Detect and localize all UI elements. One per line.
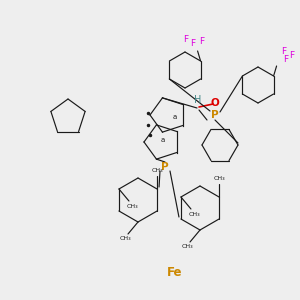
Text: F: F: [190, 38, 195, 47]
Text: P: P: [161, 162, 169, 172]
Text: F: F: [199, 37, 204, 46]
Text: Fe: Fe: [167, 266, 183, 278]
Text: F: F: [289, 52, 294, 61]
Text: O: O: [211, 98, 219, 108]
Text: CH₃: CH₃: [126, 203, 138, 208]
Text: P: P: [211, 110, 219, 120]
Text: CH₃: CH₃: [213, 176, 225, 181]
Text: F: F: [283, 56, 288, 64]
Text: F: F: [183, 34, 188, 43]
Text: a: a: [161, 137, 165, 143]
Text: CH₃: CH₃: [119, 236, 131, 242]
Text: H: H: [194, 95, 202, 105]
Text: a: a: [173, 114, 177, 120]
Text: CH₃: CH₃: [151, 169, 163, 173]
Text: F: F: [281, 47, 286, 56]
Text: CH₃: CH₃: [188, 212, 200, 217]
Text: CH₃: CH₃: [181, 244, 193, 250]
